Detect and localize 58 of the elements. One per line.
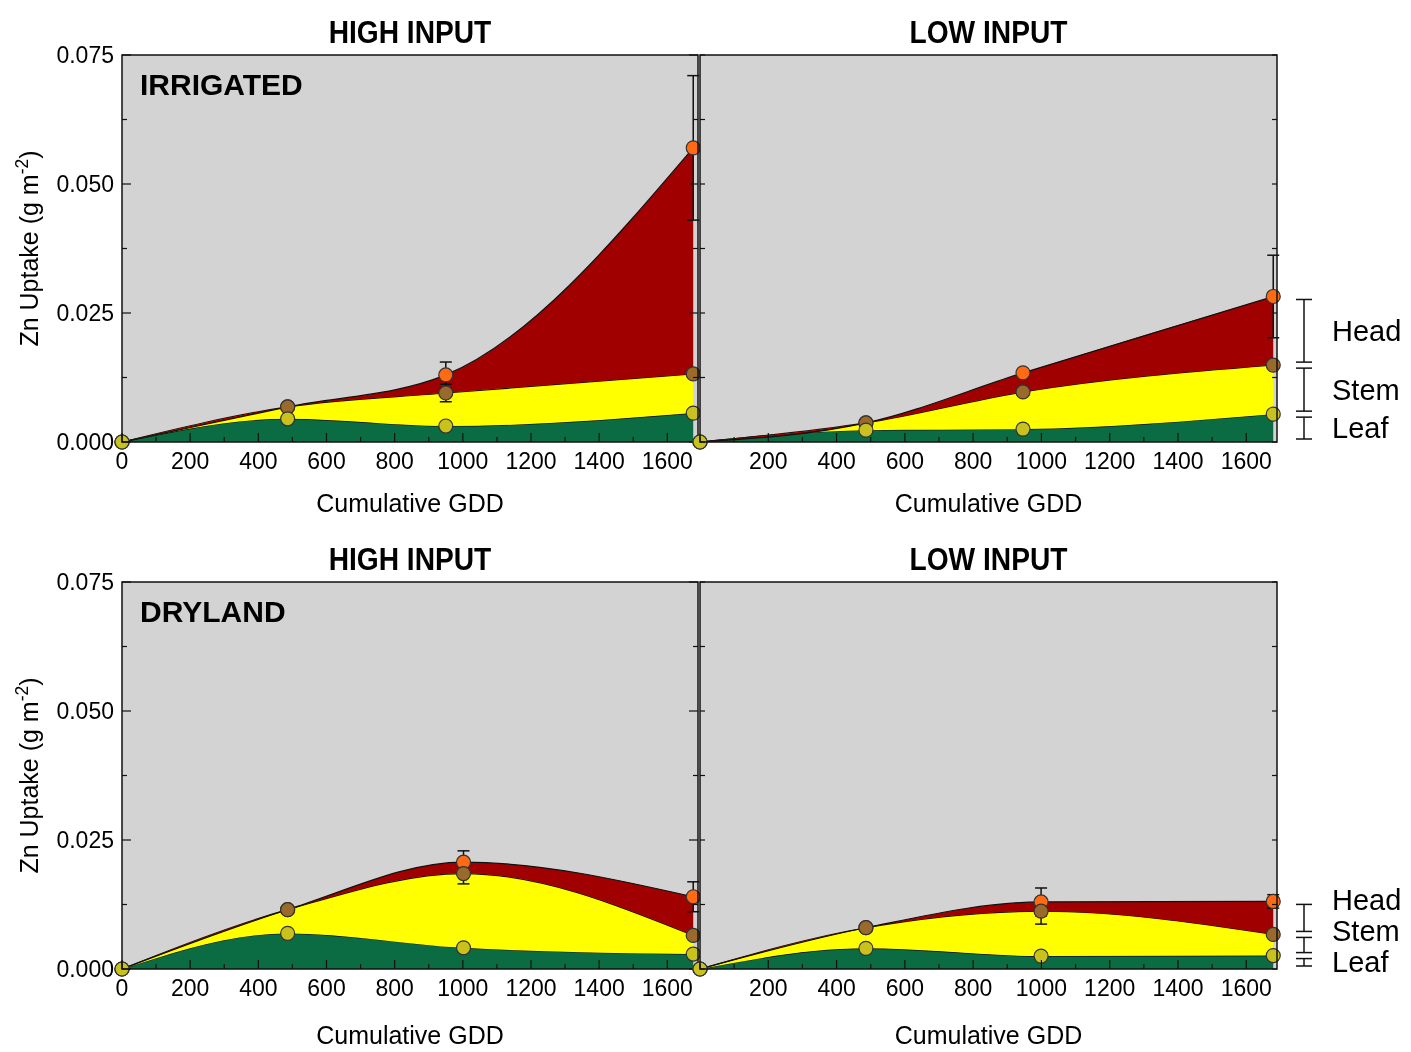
x-tick-label: 1600 xyxy=(1220,975,1272,1001)
x-tick-label: 400 xyxy=(239,448,278,474)
x-tick-label: 1000 xyxy=(437,448,489,474)
legend-label: Head xyxy=(1332,884,1402,917)
y-tick-label: 0.075 xyxy=(56,42,114,68)
x-tick-label: 800 xyxy=(953,975,993,1001)
legend-label: Stem xyxy=(1332,373,1400,406)
x-tick-label: 1200 xyxy=(505,448,557,474)
y-tick-label: 0.000 xyxy=(56,429,114,455)
x-tick-label: 1000 xyxy=(1015,448,1068,474)
x-tick-label: 1400 xyxy=(573,448,625,474)
y-tick-label: 0.000 xyxy=(56,956,114,982)
x-tick-label: 1400 xyxy=(573,975,625,1001)
x-tick-label: 1600 xyxy=(1220,448,1272,474)
y-tick-label: 0.025 xyxy=(56,827,114,853)
chart-title: LOW INPUT xyxy=(909,541,1069,577)
x-tick-label: 1000 xyxy=(1015,975,1068,1001)
x-axis-title: Cumulative GDD xyxy=(316,489,504,517)
x-tick-label: 200 xyxy=(749,448,788,474)
x-tick-label: 800 xyxy=(375,448,414,474)
x-tick-label: 1400 xyxy=(1152,975,1204,1001)
x-tick-label: 800 xyxy=(953,448,993,474)
legend-label: Head xyxy=(1332,314,1402,347)
chart-title: HIGH INPUT xyxy=(328,14,492,50)
chart-title: LOW INPUT xyxy=(909,14,1069,50)
x-tick-label: 400 xyxy=(817,975,856,1001)
x-tick-label: 200 xyxy=(170,975,210,1001)
legend-label: Leaf xyxy=(1332,946,1390,979)
x-tick-label: 1400 xyxy=(1152,448,1204,474)
x-axis-title: Cumulative GDD xyxy=(894,1021,1083,1049)
x-tick-label: 800 xyxy=(375,975,414,1001)
annotation: DRYLAND xyxy=(140,595,286,628)
x-axis-title: Cumulative GDD xyxy=(316,1021,504,1049)
x-tick-label: 600 xyxy=(885,975,925,1001)
x-tick-label: 0 xyxy=(115,975,129,1001)
x-tick-label: 1200 xyxy=(505,975,557,1001)
legend-label: Stem xyxy=(1332,915,1400,948)
x-tick-label: 400 xyxy=(817,448,856,474)
x-tick-label: 1600 xyxy=(641,448,693,474)
x-tick-label: 0 xyxy=(115,448,129,474)
annotation: IRRIGATED xyxy=(140,68,303,101)
x-tick-label: 600 xyxy=(307,448,346,474)
x-axis-title: Cumulative GDD xyxy=(894,489,1083,517)
x-tick-label: 200 xyxy=(749,975,788,1001)
chart-title: HIGH INPUT xyxy=(328,541,492,577)
x-tick-label: 400 xyxy=(239,975,278,1001)
x-tick-label: 200 xyxy=(170,448,210,474)
x-tick-label: 1600 xyxy=(641,975,693,1001)
x-tick-label: 600 xyxy=(307,975,346,1001)
y-tick-label: 0.050 xyxy=(56,171,114,197)
y-tick-label: 0.025 xyxy=(56,300,114,326)
x-tick-label: 1200 xyxy=(1084,975,1136,1001)
legend-label: Leaf xyxy=(1332,412,1390,445)
x-tick-label: 1000 xyxy=(437,975,489,1001)
x-tick-label: 600 xyxy=(885,448,925,474)
y-tick-label: 0.050 xyxy=(56,698,114,724)
x-tick-label: 1200 xyxy=(1084,448,1136,474)
y-tick-label: 0.075 xyxy=(56,569,114,595)
